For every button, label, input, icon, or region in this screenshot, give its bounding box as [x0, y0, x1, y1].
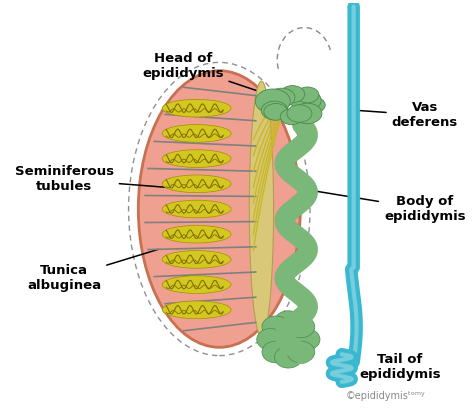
- Ellipse shape: [290, 90, 321, 111]
- Ellipse shape: [274, 347, 302, 368]
- Ellipse shape: [287, 316, 315, 338]
- Ellipse shape: [296, 87, 319, 103]
- Ellipse shape: [262, 341, 290, 363]
- Ellipse shape: [162, 251, 231, 268]
- Ellipse shape: [303, 97, 325, 113]
- Ellipse shape: [261, 101, 288, 120]
- Ellipse shape: [287, 341, 315, 363]
- Ellipse shape: [280, 85, 305, 103]
- Ellipse shape: [162, 150, 231, 168]
- Ellipse shape: [138, 71, 301, 347]
- Text: Seminiferous
tubules: Seminiferous tubules: [15, 166, 188, 194]
- Ellipse shape: [268, 88, 295, 107]
- Ellipse shape: [262, 316, 290, 338]
- Ellipse shape: [162, 99, 231, 117]
- Text: Vas
deferens: Vas deferens: [357, 101, 458, 129]
- Text: Tail of
epididymis: Tail of epididymis: [349, 353, 441, 381]
- Ellipse shape: [257, 328, 284, 350]
- Ellipse shape: [292, 328, 320, 350]
- Text: ©epididymisᵗᵒᵐʸ: ©epididymisᵗᵒᵐʸ: [346, 391, 425, 401]
- Ellipse shape: [274, 311, 302, 333]
- Ellipse shape: [268, 93, 288, 107]
- Ellipse shape: [255, 89, 290, 114]
- Ellipse shape: [162, 276, 231, 293]
- Ellipse shape: [162, 301, 231, 318]
- Ellipse shape: [162, 200, 231, 218]
- Ellipse shape: [264, 103, 288, 120]
- Text: Head of
epididymis: Head of epididymis: [142, 52, 283, 99]
- Text: Body of
epididymis: Body of epididymis: [307, 190, 465, 223]
- Ellipse shape: [249, 81, 273, 337]
- Text: Tunica
albuginea: Tunica albuginea: [27, 249, 158, 292]
- Ellipse shape: [287, 105, 312, 122]
- Ellipse shape: [162, 175, 231, 193]
- Ellipse shape: [162, 225, 231, 243]
- Ellipse shape: [280, 109, 303, 125]
- Ellipse shape: [162, 124, 231, 142]
- Ellipse shape: [293, 103, 322, 124]
